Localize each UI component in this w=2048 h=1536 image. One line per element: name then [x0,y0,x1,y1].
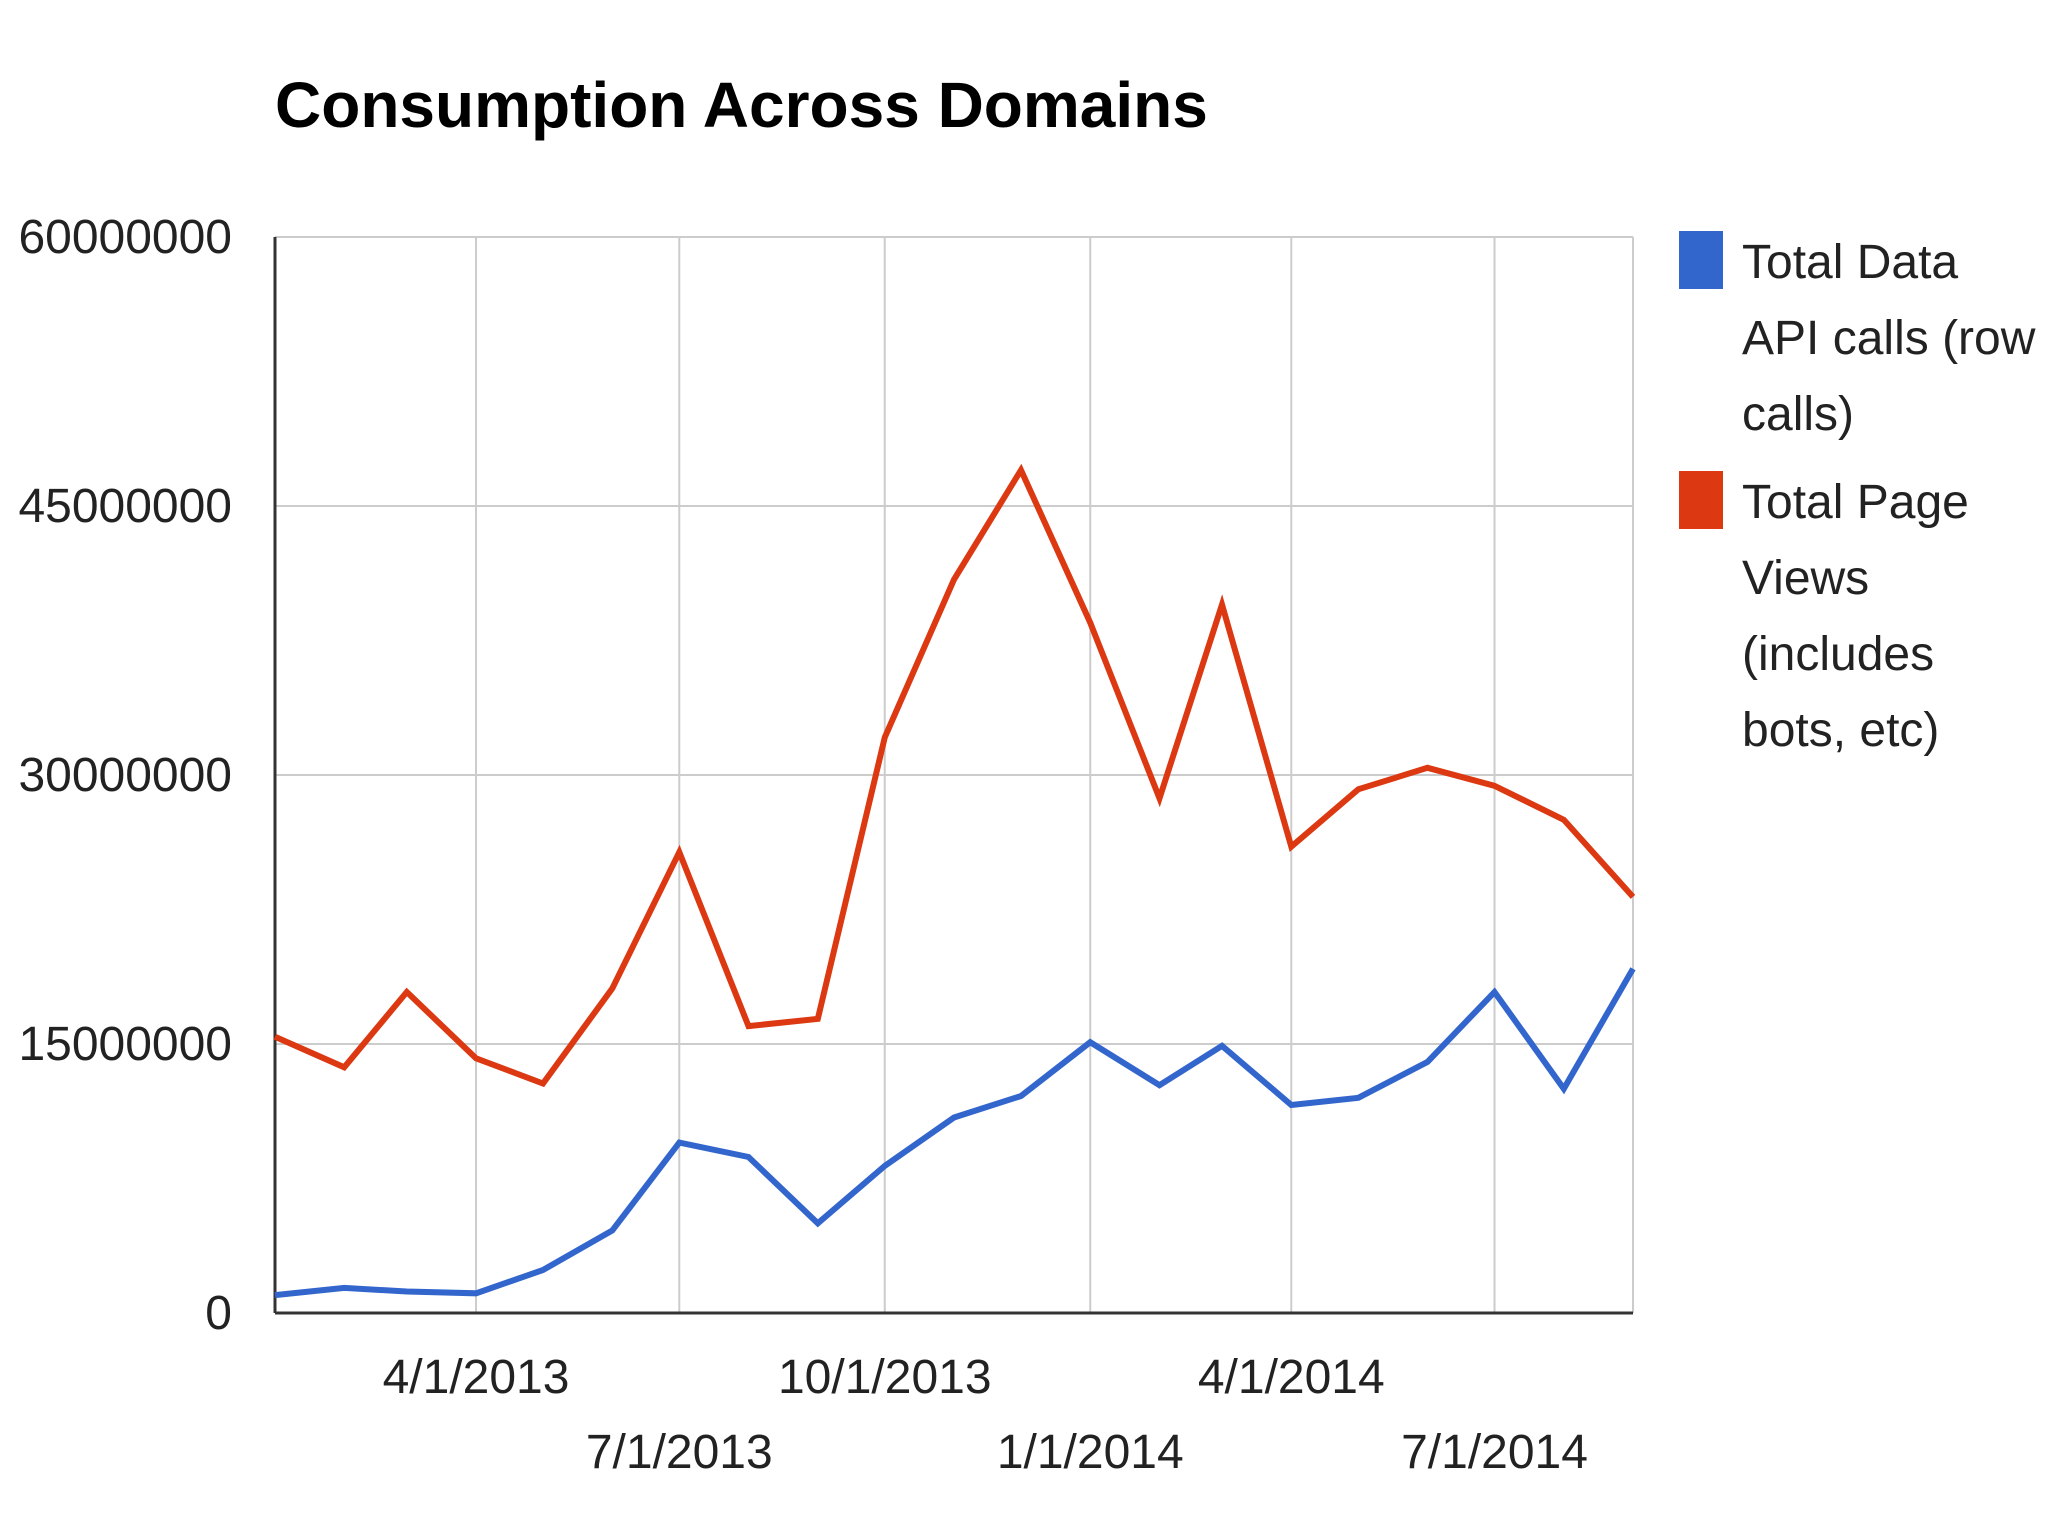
y-tick-label: 15000000 [18,1018,232,1071]
x-tick-label: 4/1/2013 [383,1351,570,1404]
y-tick-label: 30000000 [18,749,232,802]
axes [273,237,1633,1315]
gridlines [275,236,1634,1313]
legend-label-line: Total Page [1742,476,1969,529]
x-tick-label: 7/1/2013 [586,1426,773,1479]
legend-label-line: API calls (row [1742,312,2036,365]
series-lines [273,463,1636,1299]
legend: Total Data API calls (row calls) Total Page… [1679,231,2036,757]
legend-swatch-1 [1679,231,1723,289]
series-line-1 [274,967,1636,1299]
legend-label-line: Total Data [1742,236,1958,289]
y-tick-label: 60000000 [18,211,232,264]
y-axis-tick-labels: 0 15000000 30000000 45000000 60000000 [18,211,232,1340]
legend-swatch-2 [1679,471,1723,529]
legend-label-line: (includes [1742,628,1934,681]
x-tick-label: 4/1/2014 [1198,1351,1385,1404]
legend-label-line: bots, etc) [1742,704,1939,757]
chart-title: Consumption Across Domains [275,69,1208,141]
x-tick-label: 10/1/2013 [778,1351,992,1404]
x-tick-label: 1/1/2014 [997,1426,1184,1479]
y-tick-label: 0 [205,1287,232,1340]
x-tick-label: 7/1/2014 [1401,1426,1588,1479]
y-tick-label: 45000000 [18,480,232,533]
legend-label-line: Views [1742,552,1869,605]
legend-label-line: calls) [1742,388,1854,441]
series-line-2 [273,463,1636,1088]
